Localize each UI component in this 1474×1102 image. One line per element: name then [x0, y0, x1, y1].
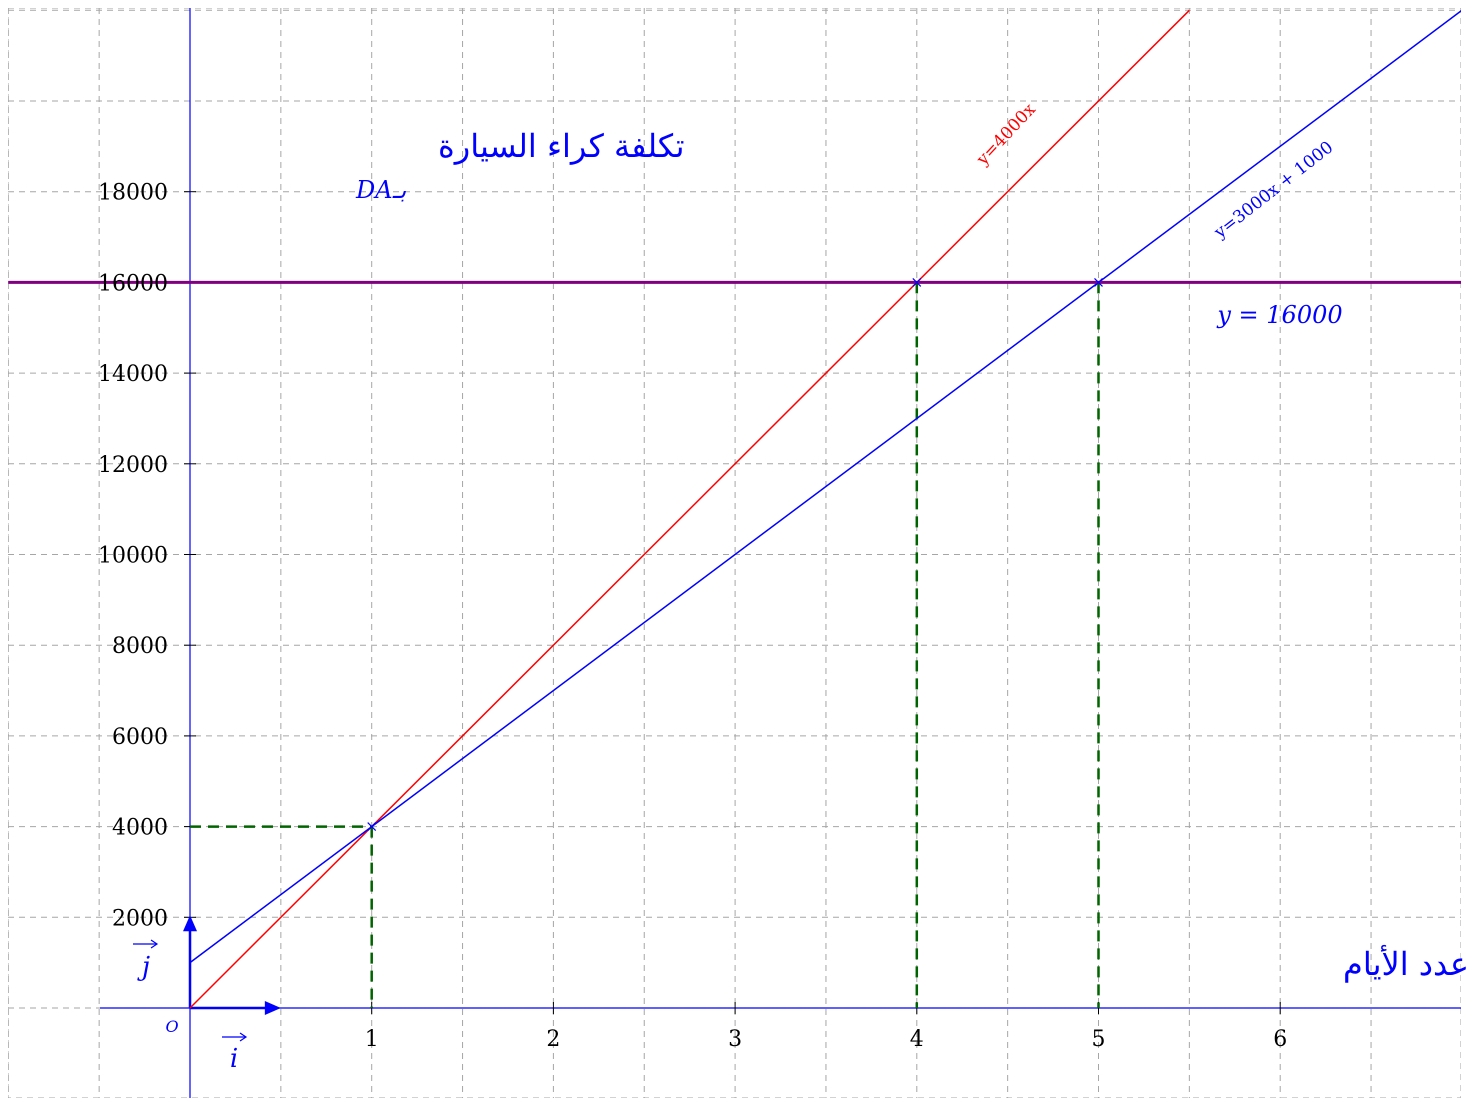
- unit-vector-i-label: i: [230, 1044, 238, 1074]
- y-axis-unit: بـDA: [355, 176, 407, 204]
- series-label-red: y=4000x: [972, 99, 1040, 170]
- y-tick-label-6000: 6000: [112, 725, 168, 750]
- y-tick-label-12000: 12000: [98, 453, 168, 478]
- origin-label: O: [165, 1017, 178, 1036]
- y-tick-label-16000: 16000: [98, 271, 168, 296]
- axes: [100, 8, 1461, 1098]
- unit-vector-i: i: [222, 1032, 248, 1074]
- series-label-horizontal: y = 16000: [1216, 301, 1342, 329]
- unit-vector-j: j: [133, 939, 159, 982]
- y-tick-label-18000: 18000: [98, 181, 168, 206]
- series-lines: [8, 9, 1461, 1009]
- series-line-0: [189, 9, 1190, 1009]
- y-axis-title: تكلفة كراء السيارة: [438, 127, 685, 165]
- x-tick-label-6: 6: [1273, 1027, 1287, 1052]
- unit-arrow-j-head: [183, 915, 197, 932]
- intersection-points: [367, 277, 1103, 832]
- x-tick-label-4: 4: [910, 1027, 924, 1052]
- unit-arrow-i-head: [264, 1001, 281, 1015]
- x-axis-title: عدد الأيام: [1343, 944, 1469, 983]
- y-tick-label-8000: 8000: [112, 634, 168, 659]
- x-tick-label-5: 5: [1092, 1027, 1106, 1052]
- intersection-point-2: [1094, 277, 1103, 287]
- series-label-blue: y=3000x + 1000: [1210, 138, 1337, 244]
- x-tick-label-1: 1: [365, 1027, 379, 1052]
- y-tick-label-4000: 4000: [112, 816, 168, 841]
- intersection-point-0: [367, 822, 377, 832]
- tick-labels: 1 2 3 4 5 6 2000 4000 6000 8000 10000 12000 14000 160…: [98, 181, 1287, 1052]
- x-tick-label-3: 3: [728, 1027, 742, 1052]
- y-tick-label-14000: 14000: [98, 362, 168, 387]
- series-line-1: [189, 10, 1461, 964]
- y-tick-label-10000: 10000: [98, 544, 168, 569]
- x-tick-label-2: 2: [546, 1027, 560, 1052]
- plot-border: [8, 8, 1461, 1098]
- y-tick-label-2000: 2000: [112, 906, 168, 931]
- intersection-point-1: [912, 277, 922, 287]
- unit-vector-j-label: j: [137, 952, 150, 982]
- guide-lines: [190, 282, 1100, 1008]
